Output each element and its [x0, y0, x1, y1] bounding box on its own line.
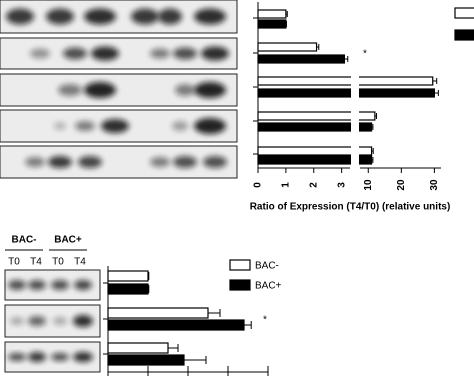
- legend-swatch: [229, 279, 251, 291]
- x-tick-label: 10: [363, 179, 374, 191]
- bar: [257, 19, 287, 29]
- blot-band: [131, 8, 159, 25]
- blot-band: [74, 280, 92, 290]
- blot-band: [73, 315, 93, 327]
- blot-band: [8, 280, 26, 290]
- x-tick-label: 20: [396, 179, 407, 191]
- legend-label: BAC-: [255, 261, 279, 272]
- blot-band: [63, 47, 87, 60]
- axis-break: [351, 0, 359, 175]
- blot-band: [173, 156, 197, 168]
- blot-band: [8, 353, 26, 361]
- x-tick-label: 3: [336, 182, 347, 188]
- bar: [107, 319, 245, 331]
- bar: [257, 9, 287, 19]
- lane-label: T0: [8, 257, 20, 268]
- annotation: *: [363, 49, 367, 60]
- x-axis-title: Ratio of Expression (T4/T0) (relative un…: [250, 202, 451, 213]
- blot-band: [58, 84, 82, 96]
- blot-band: [194, 8, 226, 25]
- blot-band: [53, 317, 67, 325]
- x-tick-label: 0: [253, 182, 264, 188]
- x-tick-label: 1: [281, 182, 292, 188]
- lane-label: T4: [74, 257, 86, 268]
- blot-band: [150, 157, 170, 167]
- blot-band: [25, 157, 45, 167]
- bar: [257, 76, 434, 86]
- blot-band: [91, 46, 119, 61]
- blot-band: [194, 118, 226, 134]
- blot-band: [51, 353, 69, 361]
- blot-band: [51, 280, 69, 290]
- blot-band: [175, 84, 195, 96]
- bar: [257, 88, 435, 98]
- group-label: BAC+: [54, 235, 82, 246]
- blot-band: [84, 8, 116, 25]
- blot-band: [173, 47, 197, 60]
- blot-band: [158, 8, 182, 25]
- x-tick-label: 30: [429, 179, 440, 191]
- blot-band: [10, 317, 24, 325]
- blot-band: [203, 156, 227, 168]
- blot-band: [30, 48, 50, 59]
- group-label: BAC-: [12, 235, 37, 246]
- bar: [107, 283, 149, 295]
- legend-swatch: [229, 259, 251, 271]
- blot-band: [75, 121, 95, 131]
- lane-label: T4: [30, 257, 42, 268]
- bar: [107, 270, 149, 282]
- blot-band: [54, 122, 66, 130]
- blot-band: [172, 121, 188, 131]
- blot-band: [150, 48, 170, 59]
- bar: [107, 342, 169, 354]
- blot-band: [78, 156, 102, 168]
- blot-band: [28, 280, 46, 290]
- bar: [257, 54, 346, 64]
- legend-swatch: [454, 29, 474, 41]
- legend-swatch: [454, 7, 474, 19]
- annotation: *: [263, 315, 267, 326]
- blot-band: [101, 119, 129, 133]
- blot-band: [28, 316, 46, 326]
- blot-band: [46, 8, 74, 25]
- blot-band: [84, 82, 116, 98]
- x-tick-label: 2: [308, 182, 319, 188]
- blot-band: [73, 352, 93, 362]
- bar: [257, 42, 318, 52]
- blot-band: [201, 46, 229, 61]
- bar: [107, 307, 209, 319]
- bar: [107, 354, 185, 366]
- blot-band: [28, 352, 46, 362]
- legend-label: BAC+: [255, 281, 282, 292]
- blot-band: [194, 82, 226, 98]
- blot-band: [6, 8, 34, 25]
- lane-label: T0: [52, 257, 64, 268]
- blot-band: [48, 156, 72, 168]
